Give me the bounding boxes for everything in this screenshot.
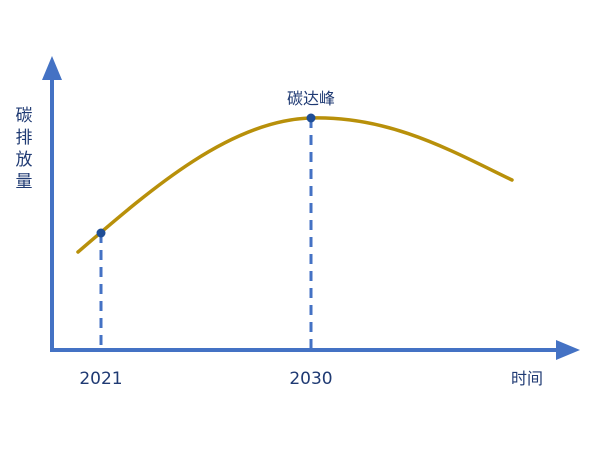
- peak-point: [306, 113, 316, 123]
- point-2021: [96, 228, 106, 238]
- tick-label-2021: 2021: [79, 369, 122, 389]
- peak-label: 碳达峰: [287, 89, 335, 108]
- tick-label-2030: 2030: [289, 369, 332, 389]
- x-axis-label: 时间: [511, 369, 543, 388]
- x-axis-arrow: [556, 340, 580, 360]
- y-axis-arrow: [42, 56, 62, 80]
- y-axis-label: 碳排放量: [16, 106, 33, 192]
- emission-curve: [76, 116, 514, 254]
